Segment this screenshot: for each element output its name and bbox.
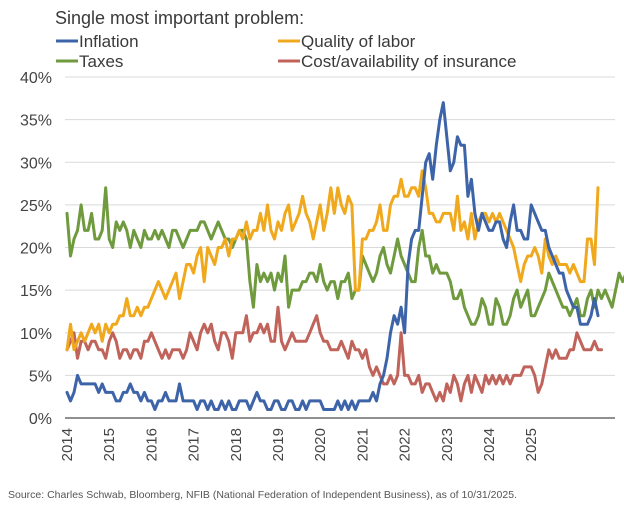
legend-label-inflation: Inflation xyxy=(79,32,139,51)
series-group xyxy=(65,101,624,411)
x-tick-label: 2018 xyxy=(228,428,245,461)
y-tick-label: 40% xyxy=(20,70,52,87)
legend-item-quality-of-labor: Quality of labor xyxy=(278,32,416,51)
y-tick-label: 25% xyxy=(20,198,52,215)
x-tick-label: 2020 xyxy=(312,428,329,461)
x-tick-label: 2015 xyxy=(101,428,118,461)
y-tick-label: 5% xyxy=(29,368,52,385)
x-tick-label: 2019 xyxy=(270,428,287,461)
series-line-cost-availability-of-insurance xyxy=(65,305,603,403)
x-tick-label: 2023 xyxy=(439,428,456,461)
x-tick-label: 2025 xyxy=(523,428,540,461)
chart-title: Single most important problem: xyxy=(55,8,304,28)
legend-item-insurance: Cost/availability of insurance xyxy=(278,52,516,71)
legend-item-inflation: Inflation xyxy=(56,32,139,51)
x-tick-label: 2017 xyxy=(186,428,203,461)
y-tick-label: 20% xyxy=(20,241,52,258)
x-tick-label: 2022 xyxy=(397,428,414,461)
y-tick-label: 35% xyxy=(20,113,52,130)
x-tick-label: 2014 xyxy=(59,428,76,461)
series-line-inflation xyxy=(65,101,600,411)
gridlines xyxy=(65,76,615,376)
x-tick-label: 2024 xyxy=(481,428,498,461)
y-tick-label: 30% xyxy=(20,155,52,172)
legend-label-quality-of-labor: Quality of labor xyxy=(301,32,416,51)
series-line-taxes xyxy=(65,186,624,326)
legend: Inflation Quality of labor Taxes Cost/av… xyxy=(56,32,516,71)
y-tick-label: 10% xyxy=(20,326,52,343)
legend-label-taxes: Taxes xyxy=(79,52,123,71)
series-line-quality-of-labor xyxy=(65,169,600,352)
legend-label-insurance: Cost/availability of insurance xyxy=(301,52,516,71)
y-tick-label: 15% xyxy=(20,283,52,300)
y-tick-label: 0% xyxy=(29,411,52,428)
source-note: Source: Charles Schwab, Bloomberg, NFIB … xyxy=(8,489,517,501)
x-axis-ticks: 2014 2015 2016 2017 2018 2019 2020 2021 2022 2023… xyxy=(59,428,540,461)
y-axis-ticks: 0% 5% 10% 15% 20% 25% 30% 35% 40% xyxy=(20,70,52,428)
legend-item-taxes: Taxes xyxy=(56,52,123,71)
x-tick-label: 2016 xyxy=(143,428,160,461)
x-tick-label: 2021 xyxy=(354,428,371,461)
